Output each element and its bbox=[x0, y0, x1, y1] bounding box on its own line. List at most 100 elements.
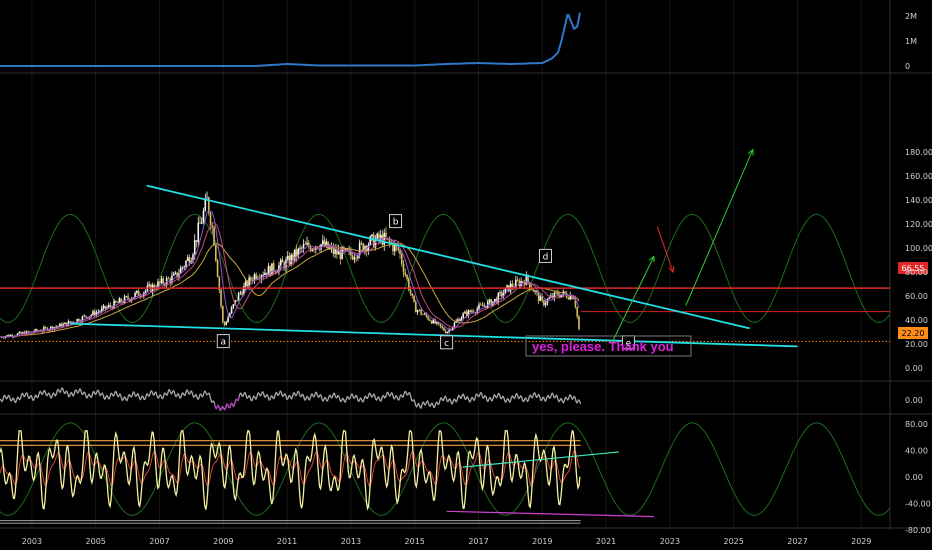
candle-body bbox=[313, 249, 315, 250]
candle-body bbox=[432, 319, 435, 324]
candle-body bbox=[213, 227, 215, 246]
candle-body bbox=[58, 323, 61, 327]
oscillator-tick: 0.00 bbox=[905, 473, 923, 482]
candle-body bbox=[334, 249, 336, 254]
candle-body bbox=[388, 238, 391, 243]
price-tick: 100.00 bbox=[905, 244, 932, 253]
candle-body bbox=[411, 293, 414, 296]
upper-trendline[interactable] bbox=[146, 184, 750, 330]
candle-body bbox=[57, 326, 59, 327]
candle-body bbox=[188, 257, 191, 264]
candle-body bbox=[232, 304, 235, 308]
candle-body bbox=[553, 292, 556, 298]
oscillator-trendline-magenta bbox=[446, 510, 654, 518]
candle-body bbox=[469, 310, 472, 313]
candle-body bbox=[518, 280, 521, 286]
oscillator-yellow-line bbox=[0, 429, 581, 511]
candle-body bbox=[64, 322, 66, 325]
annotation-box[interactable] bbox=[525, 335, 692, 357]
candle-body bbox=[374, 239, 377, 248]
candle-body bbox=[567, 297, 570, 300]
candle-body bbox=[427, 316, 429, 320]
candle-body bbox=[457, 319, 459, 322]
candle-body bbox=[44, 327, 47, 328]
candle-body bbox=[215, 245, 217, 261]
candle-body bbox=[351, 255, 354, 260]
price-badge-level-text: 22.20 bbox=[902, 329, 925, 338]
candle-body bbox=[236, 300, 238, 301]
candle-body bbox=[307, 242, 310, 247]
candle-body bbox=[71, 321, 73, 323]
candle-body bbox=[495, 298, 498, 303]
candle-body bbox=[120, 298, 122, 303]
candle-body bbox=[302, 244, 305, 249]
candle-body bbox=[376, 233, 379, 240]
volume-panel bbox=[0, 12, 581, 67]
volume-tick: 1M bbox=[905, 37, 917, 46]
candle-body bbox=[353, 257, 356, 260]
candle-body bbox=[462, 313, 464, 318]
candle-body bbox=[299, 247, 301, 249]
x-tick-2015: 2015 bbox=[405, 537, 425, 546]
candle-body bbox=[197, 222, 200, 242]
candle-body bbox=[81, 316, 84, 322]
candle-body bbox=[218, 276, 221, 291]
candle-body bbox=[172, 273, 175, 276]
candle-body bbox=[272, 263, 275, 272]
candle-body bbox=[199, 222, 201, 224]
moving-average-fast bbox=[0, 210, 580, 338]
x-tick-2021: 2021 bbox=[596, 537, 616, 546]
candle-body bbox=[72, 321, 75, 323]
annotation-text: yes, please. Thank you bbox=[532, 339, 674, 354]
candle-body bbox=[137, 290, 140, 296]
candle-body bbox=[227, 317, 229, 323]
candle-body bbox=[511, 283, 514, 288]
candle-body bbox=[118, 298, 121, 303]
candle-body bbox=[78, 319, 80, 322]
candle-body bbox=[437, 322, 440, 324]
candle-body bbox=[276, 271, 279, 273]
forecast-arrow-1 bbox=[612, 256, 655, 342]
candle-body bbox=[185, 260, 187, 267]
candle-body bbox=[176, 272, 179, 278]
lower-trendline[interactable] bbox=[70, 322, 798, 348]
candle-body bbox=[43, 327, 45, 331]
wave-label-box-c bbox=[440, 335, 454, 350]
candle-body bbox=[206, 197, 208, 199]
candle-body bbox=[243, 286, 245, 295]
candle-body bbox=[34, 329, 36, 333]
candle-body bbox=[355, 257, 357, 259]
moving-average-slow bbox=[0, 242, 580, 338]
candle-body bbox=[441, 326, 443, 328]
candle-body bbox=[558, 294, 561, 298]
candle-body bbox=[534, 290, 536, 292]
price-panel: a b c d e yes, please. Thank you 66.55 22.20 bbox=[0, 148, 928, 357]
candle-body bbox=[564, 291, 566, 294]
candle-body bbox=[416, 310, 419, 313]
candle-body bbox=[471, 311, 473, 313]
candle-body bbox=[464, 311, 466, 314]
candle-body bbox=[83, 315, 86, 317]
candle-body bbox=[130, 298, 133, 301]
candle-body bbox=[174, 272, 177, 274]
candle-body bbox=[65, 322, 68, 326]
candle-body bbox=[385, 232, 387, 239]
forecast-arrow-head-3 bbox=[747, 148, 754, 156]
x-tick-2007: 2007 bbox=[149, 537, 169, 546]
price-tick: 60.00 bbox=[905, 292, 928, 301]
candle-body bbox=[555, 292, 557, 293]
candle-body bbox=[193, 240, 196, 255]
x-tick-2005: 2005 bbox=[86, 537, 106, 546]
x-tick-2023: 2023 bbox=[660, 537, 680, 546]
candle-body bbox=[357, 255, 359, 259]
oscillator-tick: -80.00 bbox=[905, 526, 931, 535]
candle-body bbox=[55, 326, 57, 328]
candle-body bbox=[527, 274, 529, 283]
candle-body bbox=[343, 247, 345, 251]
candle-body bbox=[358, 242, 361, 256]
price-tick: 40.00 bbox=[905, 316, 928, 325]
candle-body bbox=[97, 311, 100, 313]
candle-body bbox=[209, 212, 212, 226]
price-badge-current-bg bbox=[898, 262, 928, 274]
